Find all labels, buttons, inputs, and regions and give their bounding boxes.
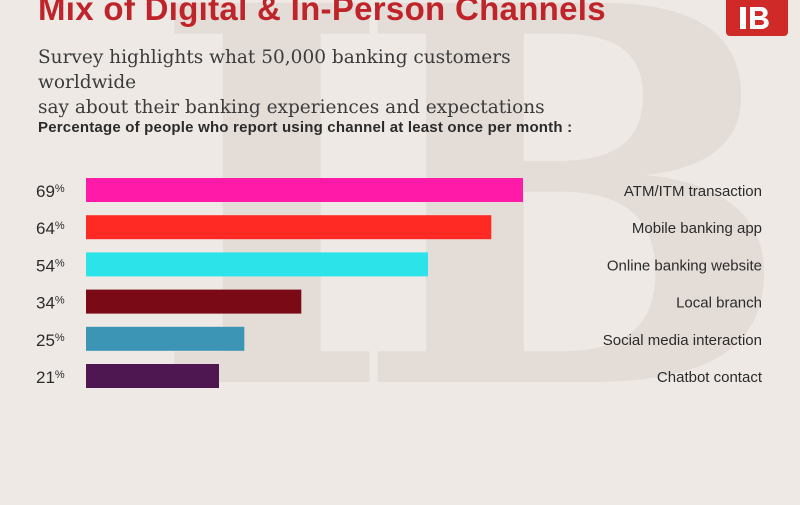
category-label-mobile-banking-app: Mobile banking app	[632, 220, 762, 237]
category-label-local-branch: Local branch	[676, 295, 762, 312]
brand-logo-icon	[740, 7, 769, 29]
bar-atm-itm-transaction	[86, 178, 523, 202]
subtitle-line-2: say about their banking experiences and …	[38, 97, 545, 118]
subtitle-line-1: Survey highlights what 50,000 banking cu…	[38, 47, 511, 93]
value-label-mobile-banking-app: 64%	[36, 219, 65, 238]
value-label-social-media-interaction: 25%	[36, 331, 65, 350]
value-label-local-branch: 34%	[36, 294, 65, 313]
brand-logo	[726, 0, 788, 36]
value-label-online-banking-website: 54%	[36, 256, 65, 275]
bar-mobile-banking-app	[86, 215, 492, 240]
bar-online-banking-website	[86, 252, 428, 277]
value-label-chatbot-contact: 21%	[36, 368, 65, 387]
bar-chatbot-contact	[86, 364, 219, 388]
category-label-chatbot-contact: Chatbot contact	[657, 369, 763, 386]
category-label-social-media-interaction: Social media interaction	[603, 332, 762, 349]
bar-social-media-interaction	[86, 326, 245, 351]
value-label-atm-itm-transaction: 69%	[36, 182, 65, 201]
page-title: Mix of Digital & In-Person Channels	[38, 0, 606, 27]
subtitle: Survey highlights what 50,000 banking cu…	[38, 45, 598, 120]
bar-chart: 69% ATM/ITM transaction 64% Mobile banking …	[36, 178, 763, 388]
chart-title: Percentage of people who report using ch…	[38, 119, 573, 136]
bar-local-branch	[86, 289, 302, 314]
category-label-atm-itm-transaction: ATM/ITM transaction	[624, 183, 762, 200]
category-label-online-banking-website: Online banking website	[607, 257, 762, 274]
